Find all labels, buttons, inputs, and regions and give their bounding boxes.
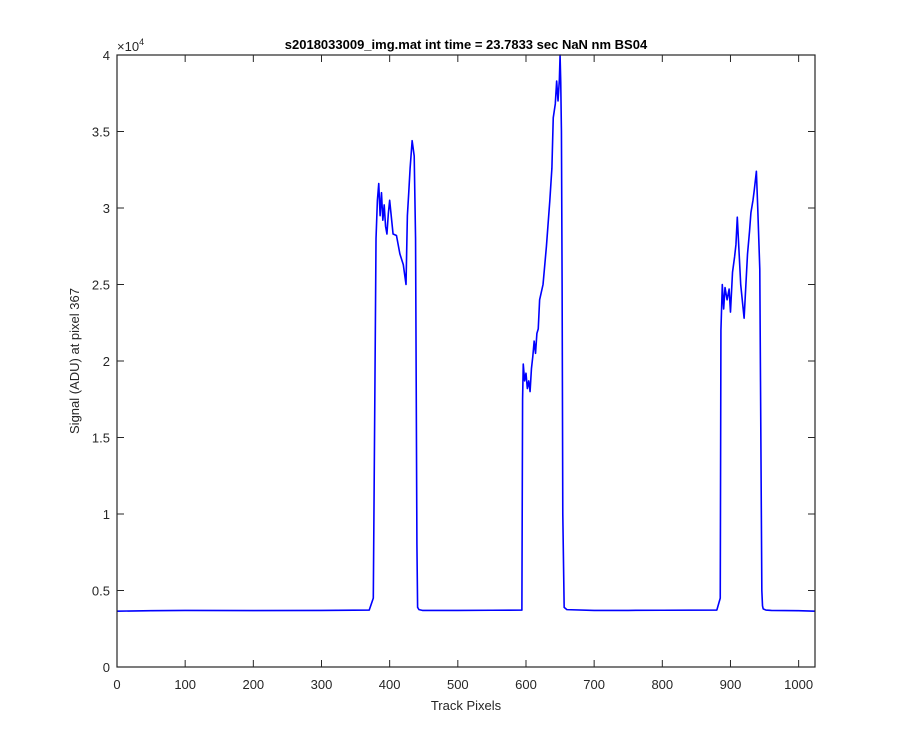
plot-frame — [116, 54, 816, 668]
y-axis-ticks: 0 0.5 1 1.5 2 2.5 3 3.5 4 — [92, 48, 815, 675]
y-tick-label: 3 — [103, 201, 110, 216]
x-tick-label: 400 — [379, 677, 401, 692]
x-tick-label: 800 — [651, 677, 673, 692]
x-tick-label: 600 — [515, 677, 537, 692]
y-tick-label: 2.5 — [92, 278, 110, 293]
y-exponent-power: 4 — [139, 37, 144, 47]
series-line-0 — [116, 54, 816, 612]
y-axis-exponent: ×104 — [117, 37, 144, 54]
y-tick-label: 1 — [103, 507, 110, 522]
series-layer — [116, 54, 816, 612]
x-axis-label: Track Pixels — [431, 698, 502, 713]
x-tick-label: 100 — [174, 677, 196, 692]
y-tick-label: 4 — [103, 48, 110, 63]
y-exponent-base: ×10 — [117, 39, 139, 54]
y-tick-label: 0.5 — [92, 584, 110, 599]
x-tick-label: 0 — [113, 677, 120, 692]
x-tick-label: 700 — [583, 677, 605, 692]
x-tick-label: 500 — [447, 677, 469, 692]
y-tick-label: 3.5 — [92, 125, 110, 140]
y-axis-label: Signal (ADU) at pixel 367 — [67, 288, 82, 434]
x-tick-label: 900 — [720, 677, 742, 692]
chart-title: s2018033009_img.mat int time = 23.7833 s… — [285, 37, 648, 52]
y-tick-label: 1.5 — [92, 431, 110, 446]
x-tick-label: 200 — [242, 677, 264, 692]
y-tick-label: 0 — [103, 660, 110, 675]
x-axis-ticks: 0 100 200 300 400 500 600 700 800 900 1000 — [113, 55, 813, 692]
x-tick-label: 1000 — [784, 677, 813, 692]
x-tick-label: 300 — [311, 677, 333, 692]
plot-area — [117, 55, 815, 667]
y-tick-label: 2 — [103, 354, 110, 369]
